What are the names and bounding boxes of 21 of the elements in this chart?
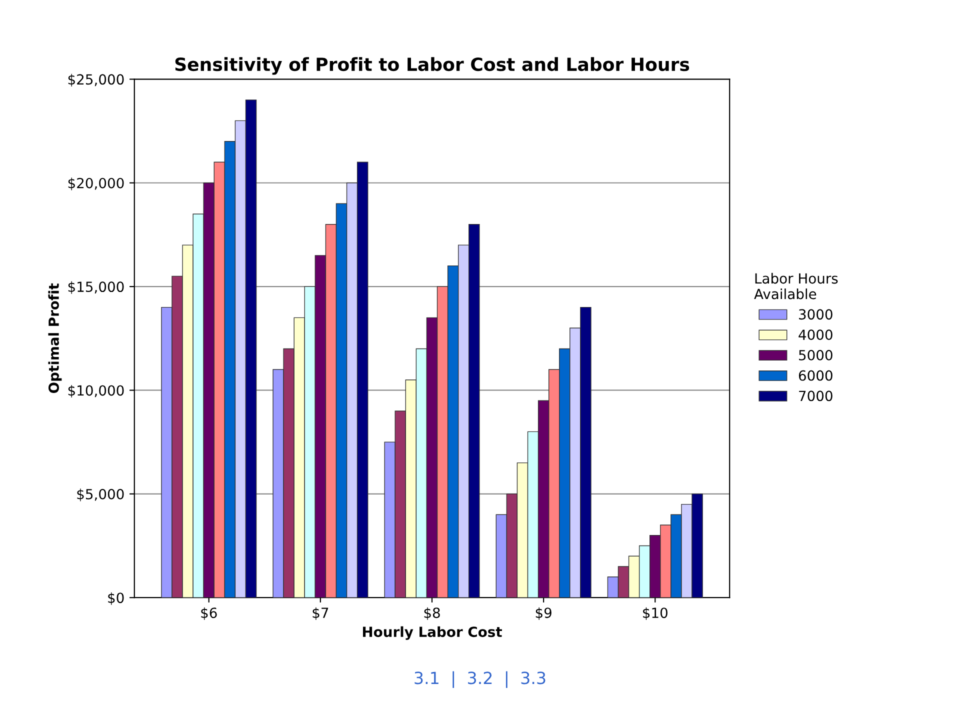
x-tick-label: $10 (643, 607, 668, 620)
y-axis-title: Optimal Profit (48, 283, 62, 394)
legend-label: 6000 (798, 370, 832, 381)
legend-title: Labor Hours Available (754, 272, 838, 300)
x-tick-label: $6 (201, 607, 217, 620)
y-tick-label: $5,000 (77, 488, 124, 502)
text: 3.1 | 3.2 | 3.3 (414, 671, 546, 688)
x-tick-label: $9 (536, 607, 552, 620)
legend-label: 7000 (799, 390, 832, 402)
legend-label: 3000 (799, 309, 832, 320)
y-tick-label: $10,000 (68, 384, 124, 398)
legend-label: 5000 (799, 350, 832, 360)
x-axis-title: Hourly Labor Cost (362, 626, 502, 640)
x-tick-label: $8 (424, 607, 440, 620)
y-tick-label: $25,000 (68, 74, 124, 87)
x-tick-label: $7 (312, 607, 328, 620)
y-tick-label: $15,000 (68, 281, 124, 294)
chart-title: Sensitivity of Profit to Labor Cost and Labor Hours (175, 57, 690, 75)
y-tick-label: $20,000 (68, 178, 124, 190)
y-tick-label: $0 (108, 592, 124, 605)
legend-label: 4000 (798, 330, 832, 340)
